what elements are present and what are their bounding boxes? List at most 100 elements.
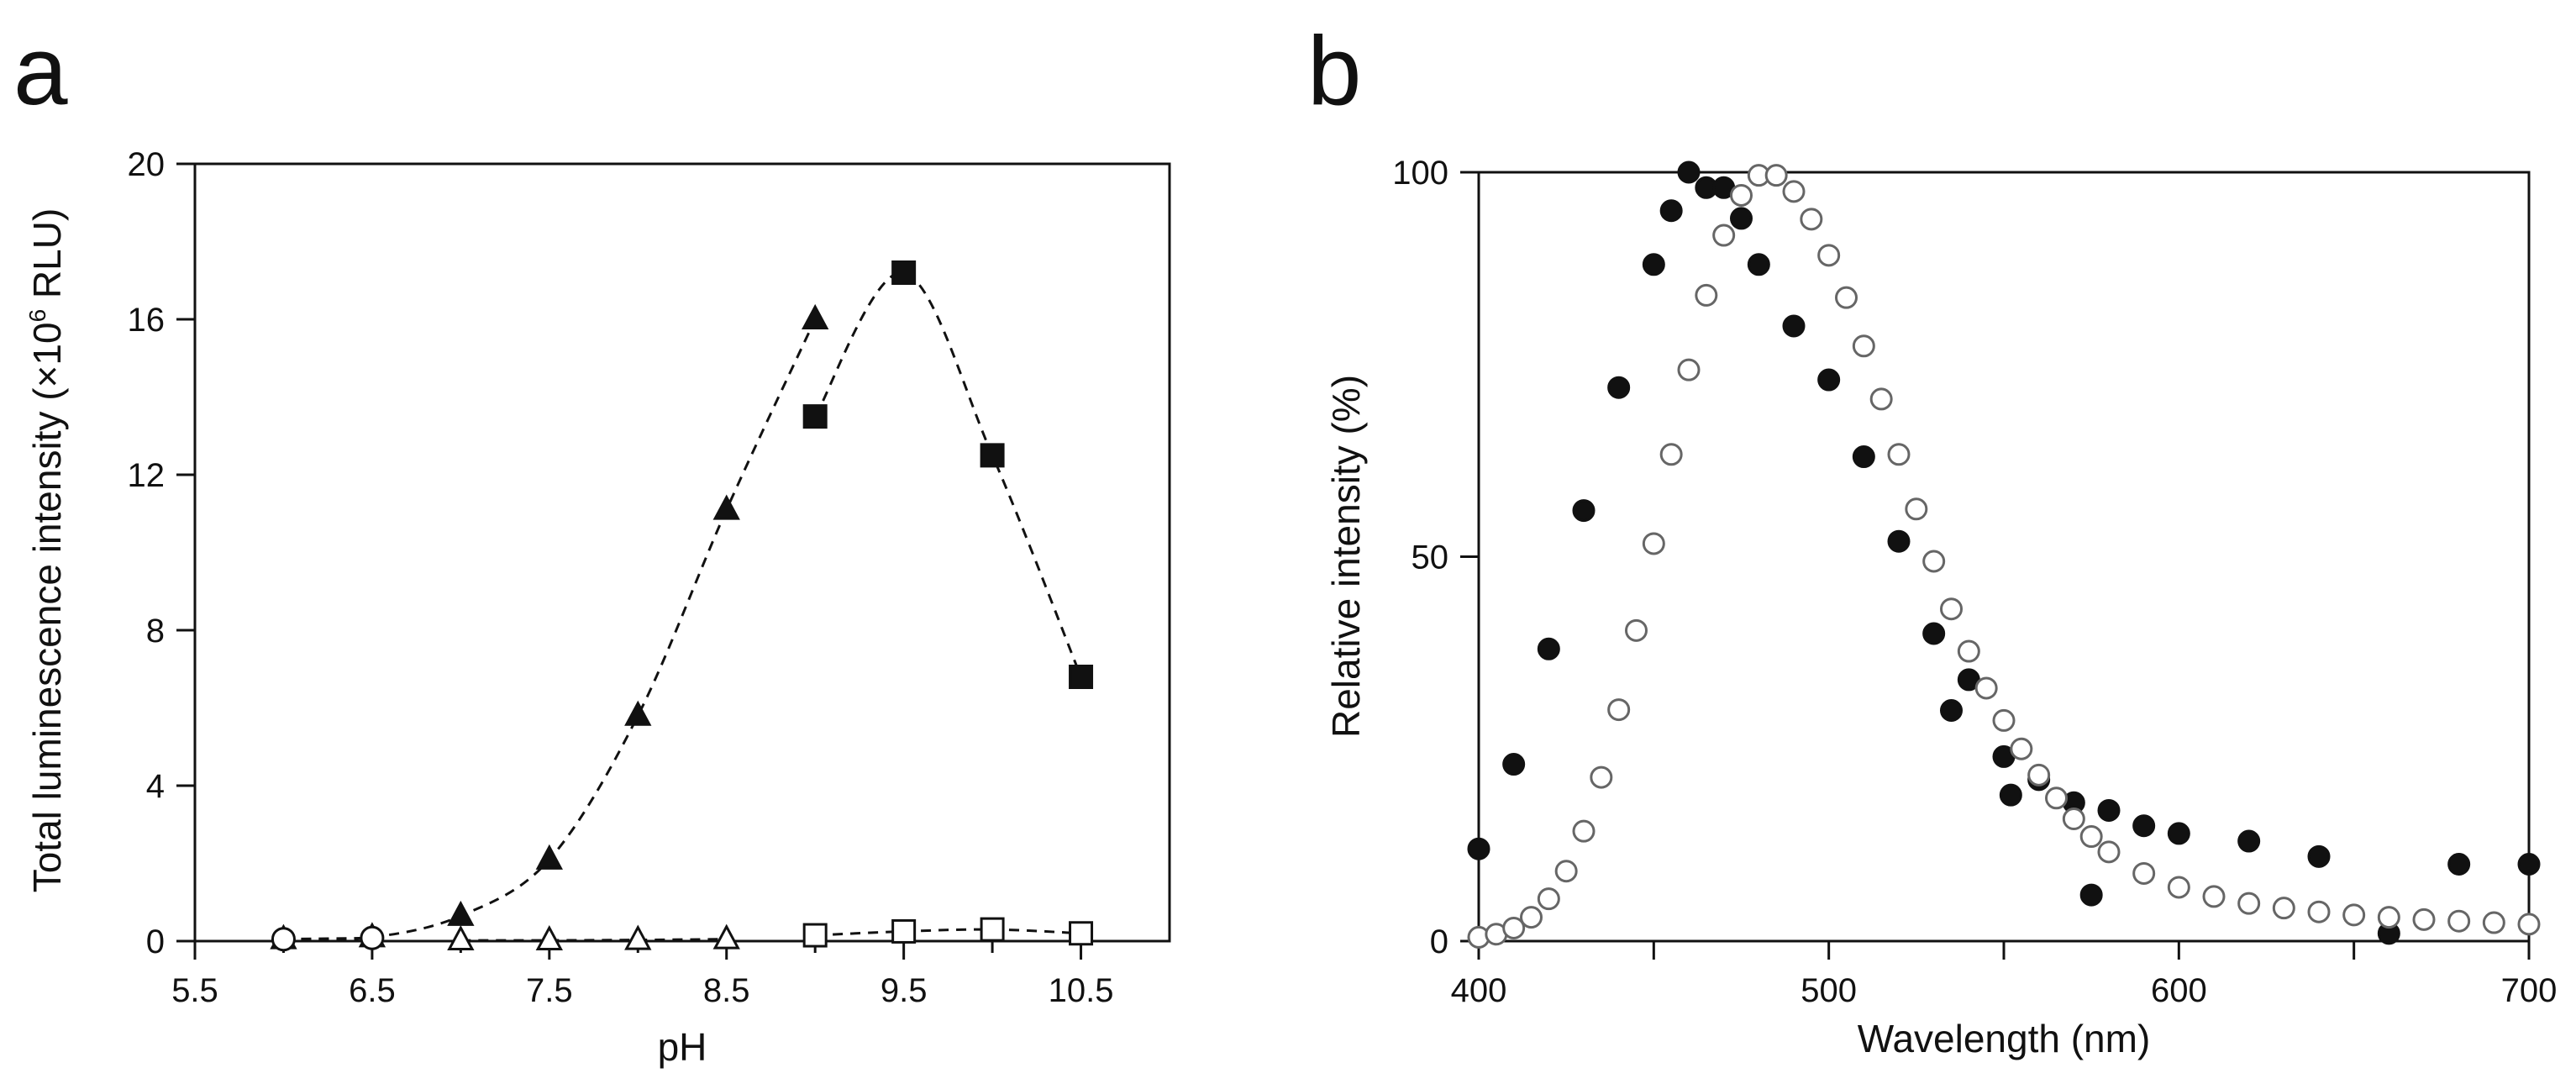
chart-b-ticks: 400 500 600 700 0 50 100 <box>1392 155 2557 1009</box>
chart-b-point-filled <box>1940 699 1963 722</box>
chart-b-point-open <box>2010 737 2033 760</box>
chart-a-xtick-label: 5.5 <box>171 972 218 1009</box>
chart-b-point-open <box>2307 900 2331 923</box>
chart-a-point <box>802 404 828 429</box>
chart-b-point-open <box>2237 892 2261 915</box>
chart-a-point <box>891 918 917 944</box>
chart-b-point-filled <box>1502 753 1526 776</box>
chart-b-point-open <box>2062 808 2085 831</box>
chart-b-ytick-label: 0 <box>1430 923 1448 960</box>
chart-b-point-filled <box>1677 160 1701 184</box>
chart-b-point-open <box>2412 908 2436 931</box>
chart-b-point-filled <box>1999 783 2022 807</box>
chart-a-point <box>712 923 740 950</box>
chart-b-point-open <box>2517 913 2541 936</box>
chart-b-point-filled <box>1642 253 1665 276</box>
chart-b-point-filled <box>1572 499 1596 523</box>
chart-a-plot-frame <box>193 162 1171 943</box>
chart-b-point-filled <box>1887 529 1911 553</box>
chart-b-point-open <box>1887 443 1911 466</box>
chart-b-point-open <box>1607 698 1631 722</box>
chart-b-xtick-label: 400 <box>1451 972 1507 1009</box>
chart-b-point-filled <box>2132 814 2156 838</box>
chart-b-point-open <box>2097 840 2121 864</box>
chart-b-point-filled <box>1782 314 1806 338</box>
chart-a-ytick-label: 4 <box>146 768 165 805</box>
chart-b-point-open <box>1974 676 1998 700</box>
chart-b-point-open <box>1800 208 1823 231</box>
chart-b-point-open <box>2377 906 2400 929</box>
chart-b-point-filled <box>1730 207 1753 230</box>
chart-a-point <box>271 927 296 952</box>
chart-a-point <box>360 925 385 950</box>
chart-b-point-open <box>1869 387 1893 411</box>
chart-a-xlabel: pH <box>658 1025 707 1069</box>
chart-a-ytick-label: 8 <box>146 613 165 650</box>
chart-a-series-line <box>815 928 1081 937</box>
chart-b-point-filled <box>1607 376 1631 399</box>
chart-b-point-open <box>1852 334 1875 358</box>
chart-a-point <box>980 917 1005 942</box>
chart-a-ticks: 5.5 6.5 7.5 8.5 9.5 10.5 0 4 8 12 16 20 <box>128 146 1114 1009</box>
chart-a-xtick-label: 9.5 <box>881 972 928 1009</box>
chart-a-point <box>1069 665 1094 689</box>
chart-b-point-open <box>1659 443 1683 466</box>
chart-a-dashed-lines <box>283 271 1082 942</box>
chart-b-point-filled <box>2237 829 2261 853</box>
chart-b-point-open <box>1590 765 1613 789</box>
chart-a-series-line <box>283 936 372 941</box>
chart-a-xtick-label: 7.5 <box>526 972 573 1009</box>
chart-a-ytick-label: 20 <box>128 146 166 183</box>
chart-b-point-filled <box>2447 853 2471 876</box>
chart-b-point-open <box>1625 618 1648 642</box>
chart-b-point-open <box>1537 887 1560 911</box>
chart-b-point-filled <box>2517 853 2541 876</box>
chart-b-point-open <box>1817 244 1841 267</box>
chart-b-points <box>1467 160 2541 949</box>
chart-a-points <box>270 260 1094 952</box>
chart-a-point <box>624 700 652 726</box>
chart-a-point <box>1069 921 1094 946</box>
chart-b-point-filled <box>2097 798 2121 822</box>
chart-a-ytick-label: 12 <box>128 457 166 494</box>
chart-a-point <box>535 924 563 951</box>
chart-a-xtick-label: 6.5 <box>349 972 396 1009</box>
chart-b-point-open <box>1764 164 1788 187</box>
chart-b-ytick-label: 50 <box>1412 539 1449 576</box>
chart-a-ytick-label: 16 <box>128 302 166 339</box>
chart-a-point <box>980 443 1005 468</box>
panel-letter-a: a <box>13 16 68 125</box>
chart-b-xtick-label: 600 <box>2151 972 2207 1009</box>
chart-a-ylabel-exponent: 6 <box>24 309 50 323</box>
chart-b-ylabel: Relative intensity (%) <box>1324 375 1368 738</box>
chart-b-point-filled <box>1817 368 1841 392</box>
chart-b-point-open <box>1695 283 1718 307</box>
chart-a-point <box>624 924 652 950</box>
chart-b-point-open <box>2202 885 2226 908</box>
chart-b-point-filled <box>1537 637 1560 660</box>
chart-b-point-open <box>1835 286 1858 309</box>
chart-b-point-open <box>2132 861 2156 885</box>
chart-a-point <box>447 900 475 926</box>
chart-a-point <box>891 260 917 285</box>
chart-b-point-open <box>1992 708 2016 732</box>
chart-b-point-open <box>1642 532 1665 555</box>
chart-a-point <box>447 924 475 951</box>
chart-a: 5.5 6.5 7.5 8.5 9.5 10.5 0 4 8 12 16 20 pH Total lu… <box>24 146 1171 1069</box>
chart-b-point-open <box>1554 860 1578 883</box>
chart-a-point <box>712 494 740 520</box>
chart-b-point-open <box>2447 909 2471 933</box>
chart-b-point-open <box>1502 916 1526 939</box>
chart-b-point-open <box>1572 819 1596 843</box>
chart-b-point-open <box>2167 876 2190 899</box>
chart-b-ytick-label: 100 <box>1392 155 1448 192</box>
chart-a-point <box>802 303 829 329</box>
chart-b-point-filled <box>1659 199 1683 223</box>
chart-a-point <box>802 923 828 948</box>
chart-b-xlabel: Wavelength (nm) <box>1858 1017 2151 1060</box>
chart-b-point-filled <box>1467 837 1490 860</box>
chart-b-point-filled <box>2079 883 2103 907</box>
chart-a-ylabel-part-1: Total luminescence intensity (×10 <box>25 322 69 892</box>
panel-letter-b: b <box>1307 16 1362 125</box>
